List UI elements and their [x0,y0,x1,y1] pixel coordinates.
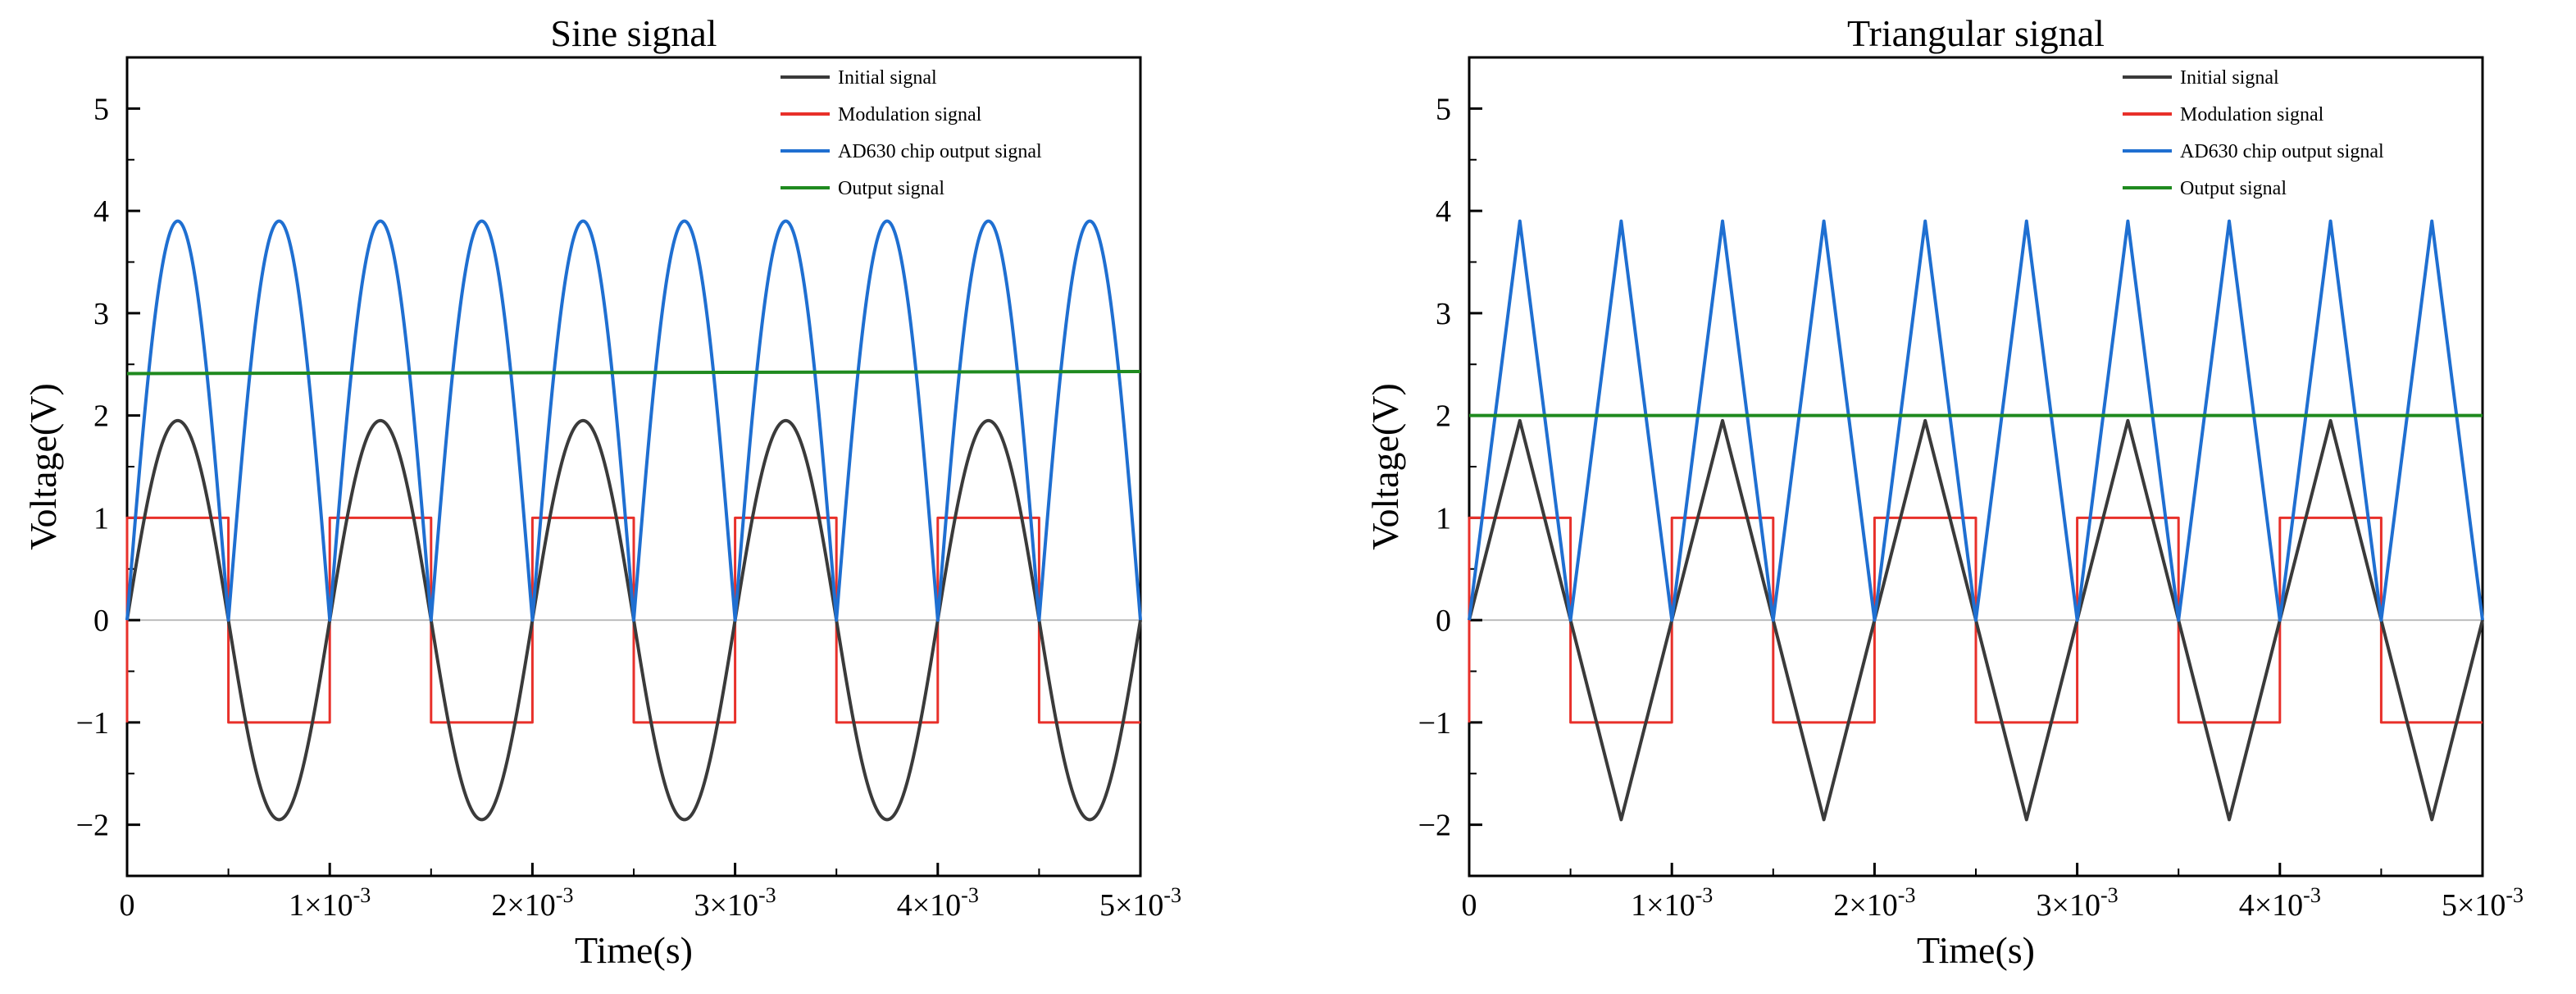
series-layer [125,219,1142,822]
chart-title: Sine signal [550,12,717,54]
x-tick-label: 5×10-3 [1099,883,1181,923]
series-line-ad630-output [125,219,1142,622]
y-tick-label: 1 [93,501,109,536]
x-tick-label: 2×10-3 [491,883,573,923]
y-tick-label: −1 [76,706,109,741]
series-layer [1468,219,2484,822]
legend-label-output-signal: Output signal [2180,178,2287,199]
y-tick-label: −2 [76,809,109,843]
y-tick-label: 4 [93,194,109,229]
x-tick-exponent: -3 [353,883,371,907]
y-tick-label: 1 [1436,501,1451,536]
y-tick-label: 3 [1436,297,1451,331]
chart-title: Triangular signal [1847,12,2105,54]
legend-label-initial-signal: Initial signal [838,67,937,89]
x-tick-exponent: -3 [2505,883,2524,907]
series-line-ad630-output [1468,219,2484,622]
x-tick-label: 1×10-3 [289,883,371,923]
x-tick-label: 3×10-3 [694,883,776,923]
legend: Initial signal Modulation signal AD630 c… [781,67,1042,199]
x-tick-exponent: -3 [1163,883,1181,907]
legend-label-ad630-output: AD630 chip output signal [2180,141,2384,162]
y-tick-label: −2 [1418,809,1451,843]
chart-triangular: Triangular signal Time(s) Voltage(V) −2 −… [1364,12,2524,971]
y-tick-label: 2 [93,399,109,434]
legend-label-modulation-signal: Modulation signal [2180,104,2324,125]
plot-area-frame [1468,56,2484,878]
y-tick-label: 2 [1436,399,1451,434]
x-tick-exponent: -3 [556,883,574,907]
y-tick-label: 0 [1436,604,1451,638]
x-tick-exponent: -3 [1695,883,1714,907]
x-tick-exponent: -3 [1898,883,1916,907]
x-tick-label: 2×10-3 [1833,883,1915,923]
x-tick-exponent: -3 [961,883,979,907]
series-line-modulation-signal [1468,516,2483,724]
legend: Initial signal Modulation signal AD630 c… [2123,67,2384,199]
x-axis-title: Time(s) [575,929,693,971]
x-tick-label: 0 [120,888,135,923]
plot-area-frame [125,56,1142,878]
x-tick-label: 1×10-3 [1631,883,1713,923]
x-tick-label: 3×10-3 [2037,883,2119,923]
x-axis-title: Time(s) [1917,929,2035,971]
y-axis-title: Voltage(V) [1364,383,1406,550]
series-line-output-signal [126,369,1141,376]
legend-label-modulation-signal: Modulation signal [838,104,982,125]
series-line-modulation-signal [125,516,1140,724]
y-tick-label: −1 [1418,706,1451,741]
y-tick-label: 3 [93,297,109,331]
x-tick-label: 0 [1462,888,1477,923]
x-ticks: 0 1×10-3 2×10-3 3×10-3 4×10-3 5×10-3 [120,863,1181,923]
y-tick-label: 5 [93,92,109,126]
x-tick-exponent: -3 [758,883,776,907]
legend-label-ad630-output: AD630 chip output signal [838,141,1042,162]
x-tick-label: 4×10-3 [2239,883,2321,923]
x-tick-exponent: -3 [2100,883,2119,907]
y-tick-label: 4 [1436,194,1451,229]
x-tick-exponent: -3 [2303,883,2321,907]
legend-label-output-signal: Output signal [838,178,944,199]
y-ticks: −2 −1 0 1 2 3 4 5 [76,92,140,843]
x-tick-label: 5×10-3 [2442,883,2524,923]
x-tick-label: 4×10-3 [897,883,979,923]
chart-sine: Sine signal Time(s) Voltage(V) −2 −1 0 1 2 3 4… [22,12,1181,971]
y-tick-label: 0 [93,604,109,638]
legend-label-initial-signal: Initial signal [2180,67,2279,89]
y-axis-title: Voltage(V) [22,383,64,550]
y-tick-label: 5 [1436,92,1451,126]
